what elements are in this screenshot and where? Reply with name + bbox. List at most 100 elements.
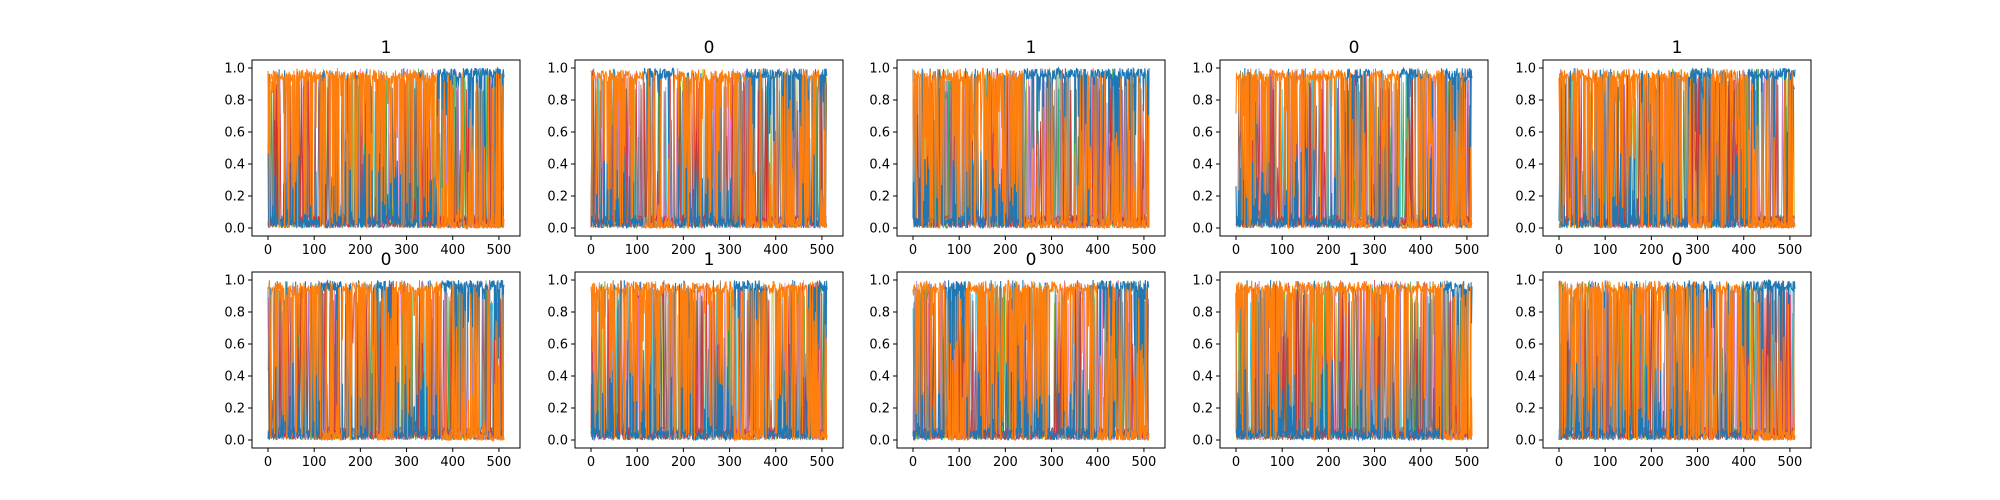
y-tick-label: 0.8 [547, 306, 568, 321]
series-line-b [590, 68, 828, 229]
x-tick-label: 500 [1455, 243, 1480, 258]
series-line-a [912, 66, 1150, 229]
x-tick-label: 300 [1039, 455, 1064, 470]
x-tick-label: 0 [1232, 243, 1240, 258]
axes-frame [251, 59, 521, 237]
y-tick-label: 0.6 [547, 338, 568, 353]
x-tick-label: 200 [993, 243, 1018, 258]
subplot-10: 0.0 0.2 0.4 0.6 0.8 1.0 0 100 200 300 400 500 0 [1515, 250, 1812, 470]
y-tick-label: 0.2 [224, 402, 245, 417]
x-tick-label: 100 [302, 243, 327, 258]
axes-frame [1542, 59, 1812, 237]
subplot-3: 0.0 0.2 0.4 0.6 0.8 1.0 0 100 200 300 400 500 1 [869, 38, 1166, 258]
plot-area [1235, 279, 1473, 442]
y-tick-label: 0.4 [1515, 370, 1536, 385]
y-tick-label: 0.6 [869, 338, 890, 353]
y-tick-label: 0.6 [547, 126, 568, 141]
x-tick-label: 300 [1685, 455, 1710, 470]
x-tick-label: 100 [947, 455, 972, 470]
x-tick-label: 500 [1778, 243, 1803, 258]
x-tick-label: 500 [1132, 455, 1157, 470]
x-tick-label: 100 [1270, 243, 1295, 258]
x-tick-label: 200 [1639, 455, 1664, 470]
y-tick-label: 0.8 [547, 94, 568, 109]
y-tick-label: 0.6 [1515, 126, 1536, 141]
axes-frame [574, 59, 844, 237]
y-tick-label: 0.4 [1192, 370, 1213, 385]
x-tick-label: 100 [947, 243, 972, 258]
y-tick-label: 0.2 [1192, 190, 1213, 205]
axes-frame [251, 271, 521, 449]
y-tick-label: 0.4 [1515, 158, 1536, 173]
y-tick-label: 0.2 [224, 190, 245, 205]
x-tick-label: 500 [487, 455, 512, 470]
x-tick-label: 500 [1132, 243, 1157, 258]
x-tick-label: 400 [440, 455, 465, 470]
y-tick-label: 0.0 [1192, 222, 1213, 237]
x-tick-label: 100 [1270, 455, 1295, 470]
y-tick-label: 0.0 [1515, 434, 1536, 449]
y-tick-label: 0.0 [224, 222, 245, 237]
x-tick-label: 400 [440, 243, 465, 258]
axes-frame [896, 59, 1166, 237]
y-tick-label: 1.0 [224, 62, 245, 77]
x-tick-label: 300 [1039, 243, 1064, 258]
y-tick-label: 0.0 [869, 434, 890, 449]
x-tick-label: 400 [1408, 243, 1433, 258]
series-line-b [912, 279, 1150, 442]
x-tick-label: 300 [1362, 455, 1387, 470]
plot-area [267, 66, 505, 231]
x-tick-label: 400 [1085, 243, 1110, 258]
y-tick-label: 0.8 [1192, 306, 1213, 321]
y-tick-label: 0.4 [547, 370, 568, 385]
y-tick-label: 0.6 [1192, 126, 1213, 141]
series-line-a [267, 66, 505, 229]
series-line-b [912, 67, 1150, 230]
series-line-b [590, 280, 828, 442]
subplot-title: 1 [1672, 38, 1683, 58]
x-tick-label: 400 [1408, 455, 1433, 470]
y-tick-label: 1.0 [1192, 274, 1213, 289]
subplot-title: 1 [704, 250, 715, 270]
plot-area [590, 67, 828, 230]
y-tick-label: 0.2 [869, 190, 890, 205]
plot-area [590, 279, 828, 442]
y-tick-label: 1.0 [547, 274, 568, 289]
y-tick-label: 0.2 [869, 402, 890, 417]
x-tick-label: 0 [587, 243, 595, 258]
x-tick-label: 300 [717, 455, 742, 470]
x-tick-label: 200 [1316, 455, 1341, 470]
plot-area [912, 279, 1150, 442]
y-tick-label: 0.6 [1515, 338, 1536, 353]
y-tick-label: 0.6 [1192, 338, 1213, 353]
series-line-b [267, 280, 505, 443]
y-tick-label: 0.2 [547, 190, 568, 205]
x-tick-label: 500 [1455, 455, 1480, 470]
y-tick-label: 0.0 [869, 222, 890, 237]
y-tick-label: 0.8 [224, 94, 245, 109]
plot-area [912, 66, 1150, 230]
y-tick-label: 0.6 [224, 338, 245, 353]
y-tick-label: 0.0 [1515, 222, 1536, 237]
plot-area [1558, 66, 1796, 231]
y-tick-label: 0.4 [869, 370, 890, 385]
y-tick-label: 1.0 [1515, 274, 1536, 289]
y-tick-label: 0.8 [869, 306, 890, 321]
x-tick-label: 100 [1593, 243, 1618, 258]
y-tick-label: 0.0 [224, 434, 245, 449]
x-tick-label: 400 [1085, 455, 1110, 470]
plot-area [267, 278, 505, 443]
subplot-title: 0 [1349, 38, 1360, 58]
series-line-b [1235, 280, 1473, 442]
y-tick-label: 0.4 [1192, 158, 1213, 173]
axes-frame [1542, 271, 1812, 449]
x-tick-label: 0 [909, 243, 917, 258]
x-tick-label: 100 [1593, 455, 1618, 470]
subplot-1: 0.0 0.2 0.4 0.6 0.8 1.0 0 100 200 300 400 500 1 [224, 38, 521, 258]
x-tick-label: 0 [587, 455, 595, 470]
x-tick-label: 200 [671, 243, 696, 258]
axes-frame [1219, 59, 1489, 237]
x-tick-label: 500 [1778, 455, 1803, 470]
axes-frame [896, 271, 1166, 449]
x-tick-label: 100 [302, 455, 327, 470]
